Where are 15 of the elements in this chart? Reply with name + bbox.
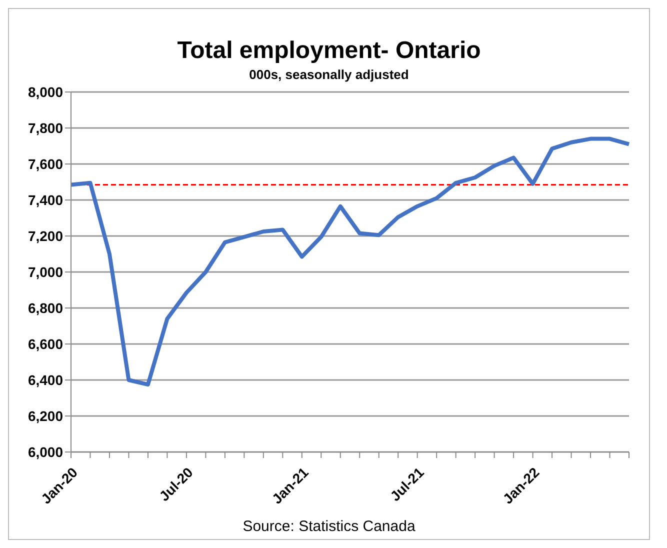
chart-subtitle: 000s, seasonally adjusted <box>248 67 410 82</box>
y-tick-label: 6,000 <box>28 444 64 460</box>
chart-title: Total employment- Ontario <box>176 37 482 65</box>
source-note: Source: Statistics Canada <box>242 518 416 535</box>
y-tick-label: 6,800 <box>28 300 64 316</box>
y-tick-label: 7,000 <box>28 264 64 280</box>
y-tick-label: 6,200 <box>28 408 64 424</box>
y-tick-label: 7,200 <box>28 228 64 244</box>
y-tick-label: 6,400 <box>28 372 64 388</box>
y-tick-label: 7,400 <box>28 192 64 208</box>
y-tick-label: 8,000 <box>28 84 64 100</box>
y-tick-label: 6,600 <box>28 336 64 352</box>
y-tick-label: 7,600 <box>28 156 64 172</box>
line-series <box>69 136 631 386</box>
y-tick-label: 7,800 <box>28 120 64 136</box>
